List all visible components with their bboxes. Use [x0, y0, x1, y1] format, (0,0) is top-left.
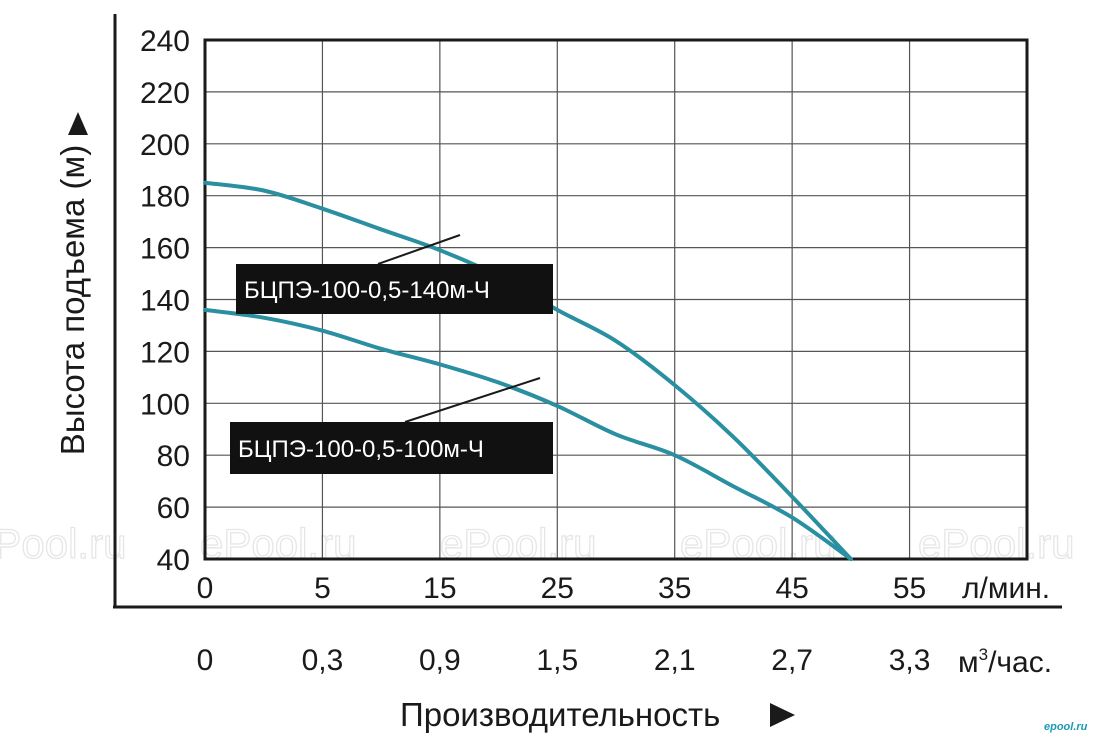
y-tick-40: 40 [157, 544, 190, 577]
y-tick-labels: 240 220 200 180 160 140 120 100 80 60 40 [140, 25, 190, 577]
x2-unit-superscript: 3 [979, 645, 988, 664]
x-tick-15: 15 [423, 572, 456, 605]
y-tick-240: 240 [140, 25, 190, 58]
x2-unit: м3/час. [958, 645, 1052, 679]
watermark-0: ePool.ru [0, 520, 126, 567]
x-axis-title: Производительность [400, 696, 720, 733]
brand-logo: epool.ru [1044, 721, 1088, 733]
y-tick-100: 100 [140, 388, 190, 421]
y-axis-title: Высота подъема (м) [54, 145, 91, 455]
x2-tick-0-3: 0,3 [302, 644, 344, 677]
x2-tick-3-3: 3,3 [889, 644, 931, 677]
x-tick-55: 55 [893, 572, 926, 605]
x2-tick-0: 0 [197, 644, 214, 677]
y-tick-160: 160 [140, 233, 190, 266]
y-tick-200: 200 [140, 129, 190, 162]
x-tick-0: 0 [197, 572, 214, 605]
curves [203, 180, 853, 561]
y-axis-title-group: Высота подъема (м) [54, 145, 91, 455]
x-tick-45: 45 [775, 572, 808, 605]
y-tick-180: 180 [140, 181, 190, 214]
series-callouts: БЦПЭ-100-0,5-140м-Ч БЦПЭ-100-0,5-100м-Ч [230, 234, 553, 474]
x-tick-35: 35 [658, 572, 691, 605]
series-label-box-1 [236, 264, 553, 314]
x2-tick-2-7: 2,7 [771, 644, 813, 677]
x2-tick-0-9: 0,9 [419, 644, 461, 677]
plot-frame [203, 38, 1029, 561]
x-tick-5: 5 [314, 572, 331, 605]
series-callout-line-2 [404, 377, 541, 423]
x-tick-labels: 0 5 15 25 35 45 55 [197, 572, 927, 605]
series-label-1: БЦПЭ-100-0,5-140м-Ч [244, 277, 490, 304]
y-tick-140: 140 [140, 285, 190, 318]
x2-tick-labels: 0 0,3 0,9 1,5 2,1 2,7 3,3 [197, 644, 931, 677]
series-callout-line-1 [377, 234, 461, 265]
y-tick-80: 80 [157, 440, 190, 473]
x2-unit-rest: /час. [988, 646, 1052, 679]
x2-tick-2-1: 2,1 [654, 644, 696, 677]
x-tick-25: 25 [541, 572, 574, 605]
series-label-2: БЦПЭ-100-0,5-100м-Ч [238, 436, 484, 463]
series-line-1 [203, 180, 853, 561]
y-tick-120: 120 [140, 336, 190, 369]
y-tick-220: 220 [140, 77, 190, 110]
x2-tick-1-5: 1,5 [536, 644, 578, 677]
y-axis-arrow-icon [68, 112, 88, 135]
series-label-box-2 [230, 422, 553, 474]
x-unit: л/мин. [962, 572, 1050, 605]
y-tick-60: 60 [157, 492, 190, 525]
series-line-2 [203, 307, 853, 561]
x-axis-arrow-icon [770, 703, 795, 727]
